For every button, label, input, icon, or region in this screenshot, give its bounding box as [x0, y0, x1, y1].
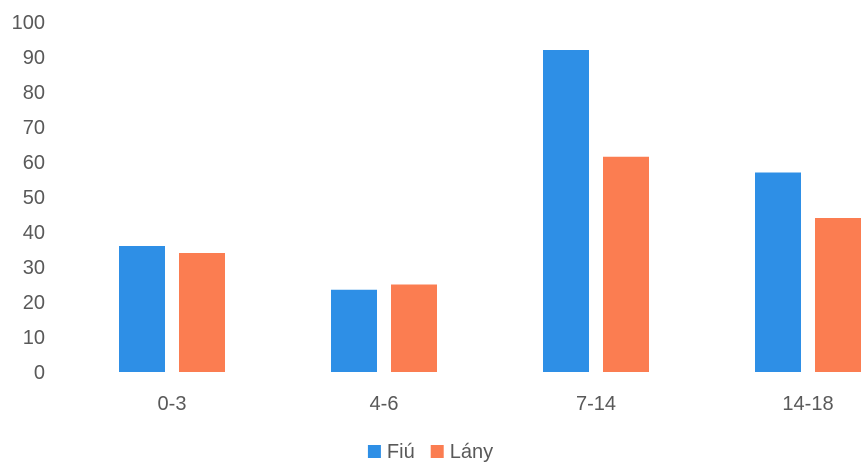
bar-fiú-14-18: [755, 172, 801, 372]
y-tick-label: 50: [23, 187, 45, 209]
y-tick-label: 80: [23, 82, 45, 104]
bars: [119, 50, 861, 372]
legend-label: Lány: [450, 441, 493, 463]
y-tick-label: 10: [23, 327, 45, 349]
y-tick-label: 20: [23, 292, 45, 314]
y-tick-label: 100: [12, 12, 45, 34]
x-tick-label: 14-18: [782, 393, 833, 415]
y-tick-label: 90: [23, 47, 45, 69]
legend-swatch-lány: [430, 445, 444, 458]
x-tick-label: 4-6: [370, 393, 399, 415]
y-tick-label: 70: [23, 117, 45, 139]
bar-lány-7-14: [603, 156, 649, 372]
bar-fiú-7-14: [543, 50, 589, 372]
y-tick-label: 60: [23, 152, 45, 174]
y-axis-ticks: 0 10 20 30 40 50 60 70 80 90 100: [12, 12, 45, 384]
x-axis-ticks: 0-3 4-6 7-14 14-18: [158, 393, 834, 415]
legend: Fiú Lány: [367, 441, 493, 463]
y-tick-label: 30: [23, 257, 45, 279]
bar-lány-4-6: [391, 284, 437, 372]
x-tick-label: 7-14: [576, 393, 616, 415]
y-tick-label: 40: [23, 222, 45, 244]
legend-swatch-fiú: [367, 445, 381, 458]
bar-lány-14-18: [815, 218, 861, 372]
bar-lány-0-3: [179, 253, 225, 372]
bar-fiú-0-3: [119, 246, 165, 372]
legend-label: Fiú: [387, 441, 415, 463]
y-tick-label: 0: [34, 362, 45, 384]
x-tick-label: 0-3: [158, 393, 187, 415]
bar-fiú-4-6: [331, 289, 377, 372]
